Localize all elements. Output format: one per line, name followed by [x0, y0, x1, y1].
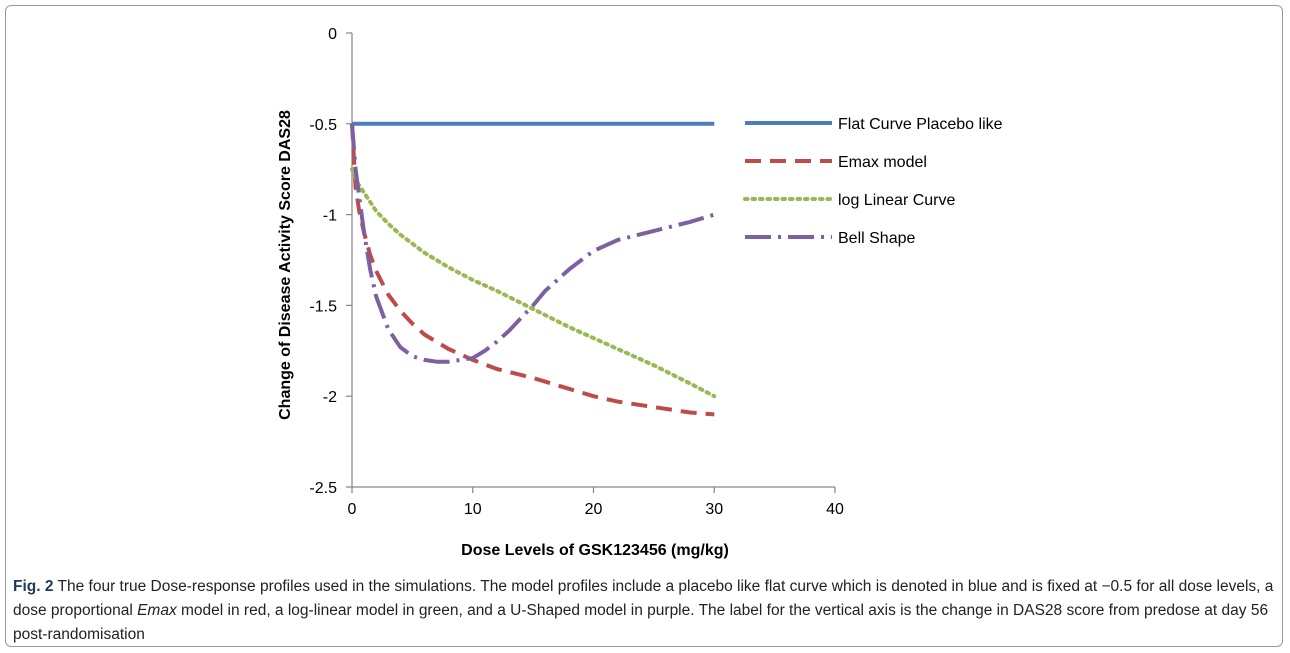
- caption-emphasis: Emax: [137, 602, 177, 619]
- figure-label: Fig. 2: [13, 578, 54, 595]
- figure-frame: [5, 5, 1283, 647]
- series-line-2: [350, 123, 715, 417]
- x-axis-title: Dose Levels of GSK123456 (mg/kg): [461, 542, 729, 559]
- x-tick-label: 40: [826, 501, 844, 518]
- legend-label-1: Flat Curve Placebo like: [838, 116, 1003, 133]
- axes: [346, 32, 836, 493]
- figure-caption: Fig. 2 The four true Dose-response profi…: [13, 575, 1275, 647]
- x-tick-label: 20: [585, 501, 603, 518]
- x-tick-label: 30: [705, 501, 723, 518]
- dose-response-chart: 0 -0.5 -1 -1.5 -2 -2.5 0 10 20 30 40 Flat Curve Pl…: [277, 26, 1003, 559]
- tick-labels: 0 -0.5 -1 -1.5 -2 -2.5 0 10 20 30 40: [309, 26, 844, 518]
- y-tick-label: -1: [323, 208, 337, 225]
- x-tick-label: 10: [464, 501, 482, 518]
- y-tick-label: -1.5: [309, 298, 337, 315]
- x-tick-label: 0: [348, 501, 357, 518]
- y-tick-label: 0: [328, 26, 337, 43]
- y-tick-label: -2.5: [309, 480, 337, 497]
- y-tick-label: -2: [323, 389, 337, 406]
- series-line-3: [350, 167, 717, 399]
- legend-label-4: Bell Shape: [838, 230, 915, 247]
- y-tick-label: -0.5: [309, 117, 337, 134]
- legend-label-3: log Linear Curve: [838, 192, 956, 209]
- caption-text-2: model in red, a log-linear model in gree…: [13, 602, 1269, 643]
- y-axis-title: Change of Disease Activity Score DAS28: [277, 110, 294, 420]
- legend: Flat Curve Placebo like Emax model log Lin…: [743, 116, 1003, 247]
- series-line-4: [350, 123, 715, 364]
- caption-text-1: The four true Dose-response profiles use…: [13, 578, 1274, 619]
- series-lines: [350, 121, 717, 417]
- legend-label-2: Emax model: [838, 154, 927, 171]
